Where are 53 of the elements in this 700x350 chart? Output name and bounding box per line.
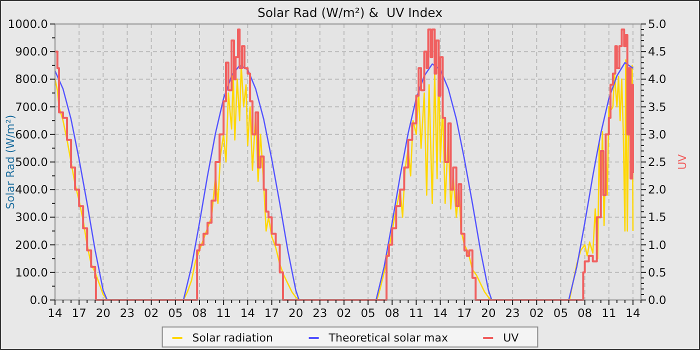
x-tick-label: 02 [144,306,159,320]
y2-tick-label: 0.0 [648,293,666,307]
y-tick-label: 400.0 [15,182,48,197]
x-tick-label: 14 [240,306,255,320]
y2-tick-label: 5.0 [648,17,666,31]
y2-tick-label: 4.5 [648,44,666,59]
x-tick-label: 02 [529,306,544,320]
y2-tick-label: 3.0 [648,127,666,142]
y-tick-label: 700.0 [15,100,48,114]
x-tick-label: 08 [384,306,400,320]
y2-tick-label: 4.0 [648,72,666,86]
x-tick-label: 14 [48,306,62,320]
y-tick-label: 800.0 [15,72,48,86]
x-tick-label: 17 [72,306,86,320]
x-tick-label: 23 [505,306,520,320]
y2-tick-label: 3.5 [648,100,666,114]
y2-tick-label: 1.0 [648,238,666,252]
x-tick-label: 14 [432,306,448,320]
x-tick-label: 08 [577,306,592,320]
y-tick-label: 0.0 [30,293,48,307]
y-tick-label: 1000.0 [8,17,48,31]
y-tick-label: 200.0 [15,238,48,252]
x-tick-label: 23 [120,306,135,320]
x-tick-label: 05 [553,306,568,320]
x-tick-label: 11 [216,306,231,320]
x-tick-label: 23 [312,306,328,320]
x-tick-label: 17 [457,306,472,320]
y-axis-title: Solar Rad (W/m²) [4,114,17,210]
x-tick-label: 05 [168,306,183,320]
x-tick-label: 11 [602,306,616,320]
y-tick-label: 600.0 [15,127,48,142]
x-tick-label: 20 [481,306,496,320]
y-tick-label: 100.0 [15,265,48,280]
x-tick-label: 11 [408,306,424,320]
x-tick-label: 02 [336,306,352,320]
y2-axis-title: UV [676,154,689,170]
y2-tick-label: 0.5 [648,265,666,280]
chart-title: Solar Rad (W/m²) & UV Index [257,5,443,20]
legend-label: Solar radiation [192,332,273,344]
x-tick-label: 20 [288,306,304,320]
x-tick-label: 14 [626,306,640,320]
y2-tick-label: 2.5 [648,155,666,169]
legend-label: Theoretical solar max [328,332,448,344]
x-tick-label: 05 [360,306,376,320]
y2-tick-label: 1.5 [648,210,666,224]
x-tick-label: 08 [192,306,207,320]
y2-tick-label: 2.0 [648,182,666,197]
y-tick-label: 500.0 [15,155,48,169]
y-tick-label: 300.0 [15,210,48,224]
x-tick-label: 20 [96,306,110,320]
x-tick-label: 17 [264,306,280,320]
legend-label: UV [503,332,520,344]
y-tick-label: 900.0 [15,44,48,59]
